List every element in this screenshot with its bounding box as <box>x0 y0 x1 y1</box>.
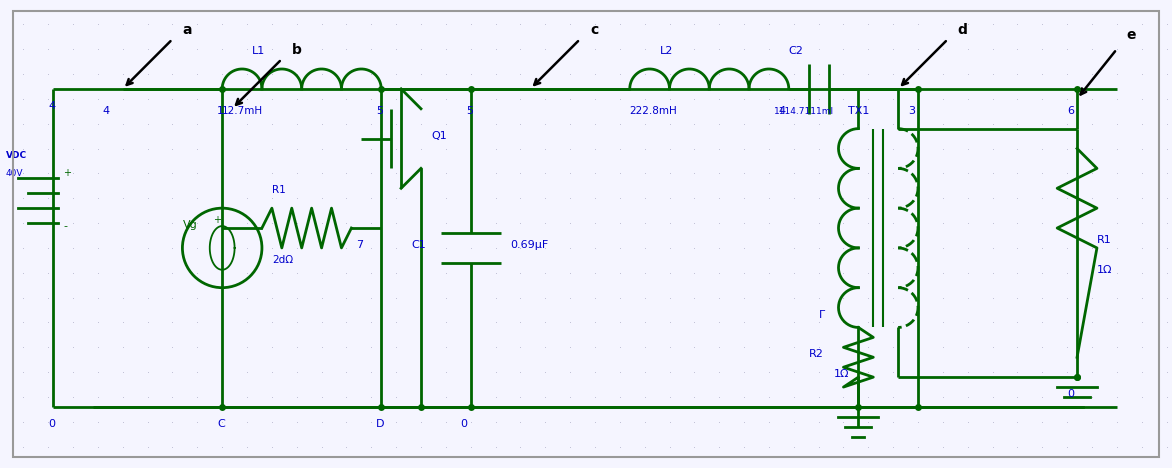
Text: 0.69μF: 0.69μF <box>511 240 548 250</box>
Text: R1: R1 <box>272 185 286 195</box>
Text: L2: L2 <box>660 46 673 56</box>
Text: VDC: VDC <box>6 152 27 161</box>
Text: Γ: Γ <box>818 309 825 320</box>
Text: b: b <box>292 43 301 57</box>
Text: R1: R1 <box>1097 235 1112 245</box>
Text: D: D <box>376 419 384 429</box>
Text: 3: 3 <box>908 106 915 116</box>
Text: Q1: Q1 <box>431 131 447 140</box>
Text: 4: 4 <box>48 101 55 111</box>
Text: 12.7mH: 12.7mH <box>223 106 264 116</box>
Text: 0: 0 <box>48 419 55 429</box>
Text: c: c <box>590 23 598 37</box>
Text: C1: C1 <box>411 240 425 250</box>
Text: 0: 0 <box>461 419 468 429</box>
Text: d: d <box>958 23 968 37</box>
Text: 0: 0 <box>1068 389 1074 399</box>
Text: 1114.7111ml: 1114.7111ml <box>774 107 834 116</box>
Text: 1Ω: 1Ω <box>1097 265 1112 275</box>
Text: TX1: TX1 <box>849 106 870 116</box>
Text: 4: 4 <box>103 106 110 116</box>
Text: R2: R2 <box>809 349 824 359</box>
Text: 222.8mH: 222.8mH <box>629 106 677 116</box>
Text: e: e <box>1126 28 1137 42</box>
Text: 6: 6 <box>1068 106 1074 116</box>
Text: +: + <box>63 168 71 178</box>
Text: 5: 5 <box>465 106 472 116</box>
Text: L1: L1 <box>252 46 265 56</box>
Text: +: + <box>213 215 222 225</box>
Text: Vg: Vg <box>183 220 197 230</box>
Text: 4: 4 <box>779 106 786 116</box>
Text: C: C <box>217 419 225 429</box>
Text: 1: 1 <box>217 106 224 116</box>
Text: -: - <box>63 221 67 231</box>
Text: C2: C2 <box>789 46 804 56</box>
Text: 7: 7 <box>356 240 363 250</box>
Text: 2dΩ: 2dΩ <box>272 255 293 265</box>
Text: 5: 5 <box>376 106 383 116</box>
Text: 1Ω: 1Ω <box>833 369 849 379</box>
Text: 40V: 40V <box>6 169 23 178</box>
Text: a: a <box>183 23 192 37</box>
